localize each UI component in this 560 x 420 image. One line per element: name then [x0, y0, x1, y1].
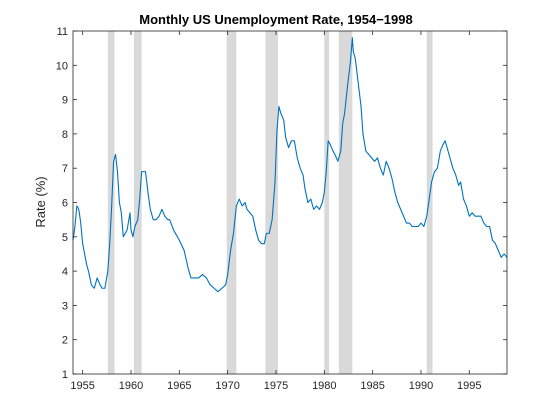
y-tick-label: 3	[62, 300, 68, 312]
x-axis: 1955 1960 1965 1970 1975 1980 1985 1990 1995	[70, 31, 482, 392]
series-line	[72, 37, 508, 293]
y-axis: 1 2 3 4 5 6 7 8 9 10 11	[56, 26, 507, 381]
x-tick-label: 1975	[264, 380, 288, 392]
recession-band	[133, 31, 142, 374]
y-axis-label: Rate (%)	[33, 176, 48, 227]
recession-band	[324, 31, 330, 374]
y-tick-label: 7	[62, 163, 68, 175]
chart-title: Monthly US Unemployment Rate, 1954−1998	[139, 12, 412, 27]
recession-band	[107, 31, 115, 374]
y-tick-label: 10	[56, 60, 68, 72]
x-tick-label: 1980	[312, 380, 336, 392]
y-tick-label: 1	[62, 369, 68, 381]
x-tick-label: 1955	[70, 380, 94, 392]
recession-band	[265, 31, 278, 374]
y-tick-label: 6	[62, 198, 68, 210]
x-tick-label: 1970	[215, 380, 239, 392]
recession-band	[226, 31, 237, 374]
x-tick-label: 1990	[409, 380, 433, 392]
y-tick-label: 5	[62, 232, 68, 244]
recession-band	[338, 31, 353, 374]
x-tick-label: 1985	[360, 380, 384, 392]
y-tick-label: 4	[62, 266, 68, 278]
y-tick-label: 11	[57, 26, 68, 38]
x-tick-label: 1995	[457, 380, 481, 392]
x-tick-label: 1960	[119, 380, 143, 392]
y-tick-label: 2	[62, 335, 68, 347]
x-tick-label: 1965	[167, 380, 191, 392]
recession-shading	[107, 31, 433, 374]
series-layer	[72, 37, 508, 293]
y-tick-label: 8	[62, 129, 68, 141]
y-tick-label: 9	[62, 95, 68, 107]
recession-band	[426, 31, 433, 374]
